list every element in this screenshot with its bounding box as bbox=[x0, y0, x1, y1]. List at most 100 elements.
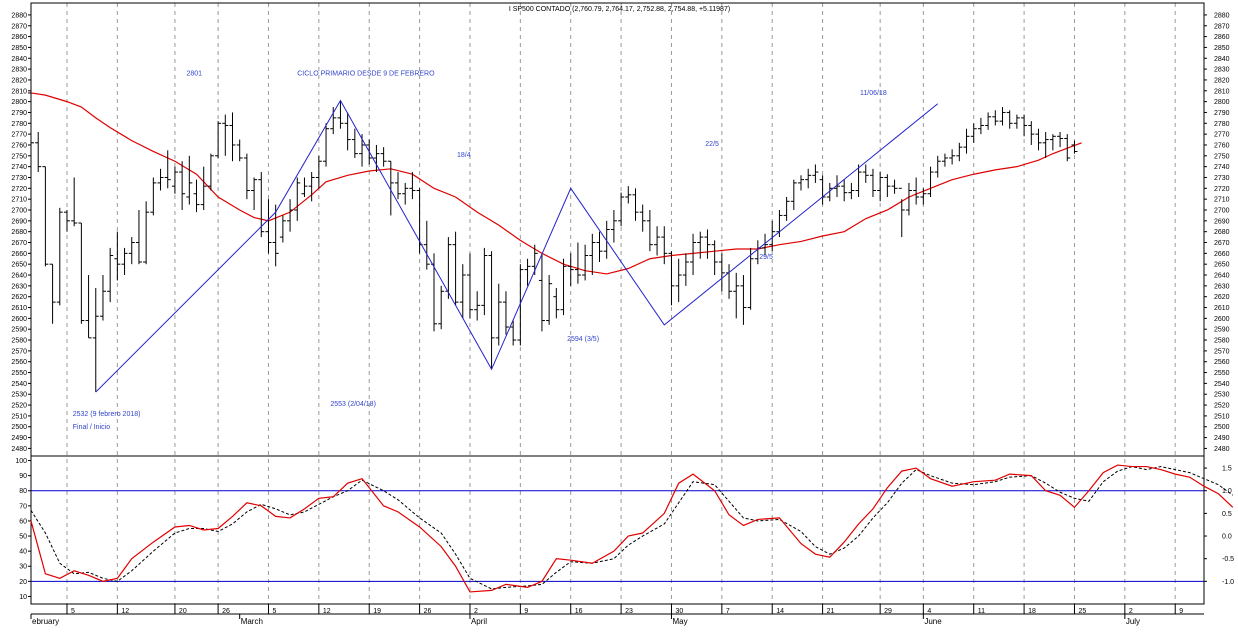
chart-annotation: 2801 bbox=[186, 71, 202, 78]
ohlc-bar bbox=[495, 283, 502, 346]
ohlc-bar bbox=[200, 166, 207, 210]
price-y-tick-label-left: 2560 bbox=[11, 359, 27, 366]
month-label: June bbox=[924, 617, 942, 626]
ohlc-bar bbox=[63, 209, 70, 232]
price-y-tick-label-right: 2660 bbox=[1214, 251, 1230, 258]
price-y-tick-label-right: 2760 bbox=[1214, 142, 1230, 149]
price-y-tick-label-right: 2650 bbox=[1214, 262, 1230, 269]
price-y-tick-label-right: 2880 bbox=[1214, 12, 1230, 19]
time-axis-day-label: 26 bbox=[424, 608, 432, 615]
ohlc-bar bbox=[855, 164, 862, 197]
ohlc-bar bbox=[186, 155, 193, 205]
ohlc-bar bbox=[618, 192, 625, 227]
price-y-tick-label-right: 2490 bbox=[1214, 435, 1230, 442]
price-y-tick-label-left: 2710 bbox=[11, 197, 27, 204]
time-axis-day-label: 18 bbox=[1028, 608, 1036, 615]
ohlc-bar bbox=[49, 263, 56, 324]
osc-y-tick-label-right: 0.5 bbox=[1222, 511, 1232, 518]
month-label: ebruary bbox=[32, 617, 59, 626]
osc-y-tick-label-left: 80 bbox=[19, 488, 27, 495]
chart-title: I SP500 CONTADO (2,760.79, 2,764.17, 2,7… bbox=[509, 6, 730, 13]
ohlc-bar bbox=[128, 237, 135, 265]
price-y-tick-label-left: 2520 bbox=[11, 403, 27, 410]
ohlc-bar bbox=[1021, 114, 1028, 137]
ohlc-bar bbox=[121, 247, 128, 276]
price-y-tick-label-left: 2640 bbox=[11, 273, 27, 280]
ohlc-bar bbox=[596, 231, 603, 263]
ohlc-bar bbox=[438, 285, 445, 330]
ohlc-bar bbox=[905, 182, 912, 216]
ohlc-bar bbox=[71, 177, 78, 227]
price-y-tick-label-left: 2610 bbox=[11, 305, 27, 312]
price-y-tick-label-right: 2710 bbox=[1214, 197, 1230, 204]
price-y-tick-label-right: 2830 bbox=[1214, 67, 1230, 74]
ohlc-bar bbox=[661, 226, 668, 265]
price-y-tick-label-right: 2800 bbox=[1214, 99, 1230, 106]
ohlc-bar bbox=[985, 112, 992, 130]
price-y-tick-label-left: 2820 bbox=[11, 77, 27, 84]
ohlc-bar bbox=[409, 172, 416, 200]
price-y-tick-label-left: 2870 bbox=[11, 23, 27, 30]
time-axis-day-label: 20 bbox=[179, 608, 187, 615]
price-y-tick-label-right: 2530 bbox=[1214, 392, 1230, 399]
price-y-tick-label-left: 2830 bbox=[11, 67, 27, 74]
month-label: May bbox=[672, 617, 687, 626]
price-y-tick-label-left: 2680 bbox=[11, 229, 27, 236]
ohlc-bar bbox=[603, 220, 610, 259]
price-y-tick-label-right: 2520 bbox=[1214, 403, 1230, 410]
price-y-tick-label-right: 2670 bbox=[1214, 240, 1230, 247]
osc-y-tick-label-right: 1.5 bbox=[1222, 466, 1232, 473]
price-y-tick-label-left: 2700 bbox=[11, 207, 27, 214]
ohlc-bar bbox=[402, 182, 409, 205]
price-y-tick-label-right: 2790 bbox=[1214, 110, 1230, 117]
ohlc-bar bbox=[848, 182, 855, 200]
price-y-tick-label-right: 2620 bbox=[1214, 294, 1230, 301]
price-y-tick-label-left: 2750 bbox=[11, 153, 27, 160]
price-y-tick-label-right: 2820 bbox=[1214, 77, 1230, 84]
ohlc-bar bbox=[668, 251, 675, 306]
ohlc-bar bbox=[790, 179, 797, 210]
ohlc-bar bbox=[826, 182, 833, 202]
osc-y-tick-label-left: 60 bbox=[19, 518, 27, 525]
ohlc-bar bbox=[150, 177, 157, 216]
ohlc-bar bbox=[35, 131, 42, 173]
ohlc-bar bbox=[560, 258, 567, 316]
ohlc-bar bbox=[1006, 110, 1013, 129]
price-y-tick-label-right: 2770 bbox=[1214, 132, 1230, 139]
ohlc-bar bbox=[682, 253, 689, 286]
ohlc-bar bbox=[351, 128, 358, 158]
ohlc-bar bbox=[416, 188, 423, 254]
ohlc-bar bbox=[380, 147, 387, 167]
ohlc-bar bbox=[99, 275, 106, 321]
oscillator-signal-line bbox=[30, 466, 1234, 590]
ohlc-bar bbox=[812, 164, 819, 183]
ohlc-bar bbox=[395, 172, 402, 200]
ohlc-bar bbox=[726, 264, 733, 299]
ohlc-bar bbox=[898, 187, 905, 238]
time-axis-day-label: 16 bbox=[575, 608, 583, 615]
time-axis-day-label: 26 bbox=[222, 608, 230, 615]
ohlc-bar bbox=[294, 177, 301, 221]
chart-annotation: 22/5 bbox=[705, 141, 719, 148]
ohlc-bar bbox=[143, 201, 150, 265]
oscillator-panel-frame bbox=[30, 455, 1205, 605]
price-y-tick-label-left: 2620 bbox=[11, 294, 27, 301]
ohlc-bar bbox=[157, 168, 164, 191]
ohlc-bar bbox=[798, 175, 805, 191]
price-y-tick-label-left: 2880 bbox=[11, 12, 27, 19]
ohlc-bar bbox=[179, 161, 186, 210]
time-axis-day-label: 14 bbox=[776, 608, 784, 615]
ohlc-bar bbox=[193, 179, 200, 213]
time-axis-day-label: 7 bbox=[726, 608, 730, 615]
time-axis-day-label: 12 bbox=[323, 608, 331, 615]
ohlc-bar bbox=[783, 196, 790, 221]
price-y-tick-label-left: 2720 bbox=[11, 186, 27, 193]
ohlc-bar bbox=[675, 258, 682, 303]
ohlc-bar bbox=[56, 207, 63, 306]
osc-y-tick-label-right: 0.0 bbox=[1222, 534, 1232, 541]
price-y-tick-label-left: 2670 bbox=[11, 240, 27, 247]
ohlc-bar bbox=[956, 142, 963, 162]
ohlc-bar bbox=[42, 166, 49, 267]
price-y-tick-label-right: 2720 bbox=[1214, 186, 1230, 193]
